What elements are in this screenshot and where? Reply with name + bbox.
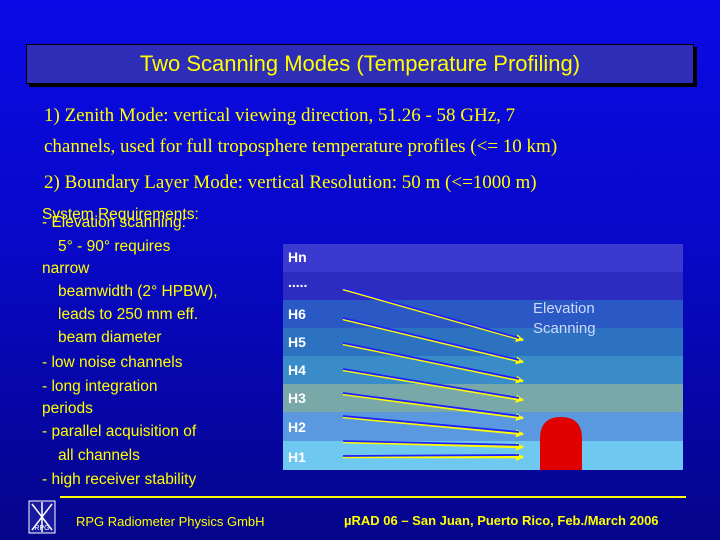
intro-line-3: 2) Boundary Layer Mode: vertical Resolut…: [44, 172, 537, 193]
slide-title: Two Scanning Modes (Temperature Profilin…: [139, 51, 581, 76]
scan-beam: [342, 440, 520, 446]
footer-divider: [60, 496, 686, 498]
requirements-heading: System Requirements:: [42, 206, 199, 223]
elevation-scanning-diagram: Hn ..... H6 H5 H4 H3 H2 H1 Elevation Sca…: [283, 244, 683, 470]
requirement-line: beam diameter: [58, 329, 162, 346]
requirement-line: - high receiver stability: [42, 471, 197, 488]
requirement-line: narrow: [42, 260, 90, 277]
layer-label-h4: H4: [288, 362, 306, 378]
footer-company: RPG Radiometer Physics GmbH: [76, 514, 265, 529]
layer-label-h3: H3: [288, 390, 306, 406]
scan-arrow: [342, 415, 524, 438]
layer-band-h3: [283, 384, 683, 412]
layer-band-hn: [283, 244, 683, 272]
scan-beam: [342, 392, 520, 417]
requirement-line: periods: [42, 400, 93, 417]
scan-beam: [342, 287, 520, 339]
requirement-line: - parallel acquisition of: [42, 423, 197, 440]
requirement-line: - long integration: [42, 378, 158, 395]
radiometer-dome-icon: [540, 417, 582, 470]
layer-label-h5: H5: [288, 334, 306, 350]
scan-beam: [342, 317, 520, 361]
rpg-logo-icon: RPG: [28, 500, 56, 534]
scan-beam: [342, 368, 520, 399]
layer-label-h1: H1: [288, 449, 306, 465]
layer-band-h6: [283, 300, 683, 328]
scan-arrow: [342, 368, 524, 403]
layer-label-hn: Hn: [288, 249, 307, 265]
elevation-label-line-1: Elevation: [533, 300, 595, 317]
layer-band-dots: [283, 272, 683, 300]
title-box: Two Scanning Modes (Temperature Profilin…: [26, 44, 694, 84]
footer-event: µRAD 06 – San Juan, Puerto Rico, Feb./Ma…: [344, 513, 659, 528]
scan-arrow: [342, 317, 524, 365]
elevation-scanning-label: Elevation Scanning: [533, 299, 596, 339]
elevation-scanning-item: - Elevation scanning:: [42, 214, 186, 231]
scan-beam: [342, 454, 520, 457]
requirement-line: - low noise channels: [42, 354, 183, 371]
scan-beam: [342, 342, 520, 380]
requirement-line: leads to 250 mm eff.: [58, 306, 199, 323]
scan-arrow: [342, 440, 524, 451]
scan-arrow: [342, 342, 524, 384]
intro-line-2: channels, used for full troposphere temp…: [44, 136, 558, 157]
logo-text: RPG: [34, 525, 49, 532]
requirement-line: 5° - 90° requires: [58, 238, 171, 255]
layer-label-h6: H6: [288, 306, 306, 322]
elevation-label-line-2: Scanning: [533, 320, 596, 337]
intro-line-1: 1) Zenith Mode: vertical viewing directi…: [44, 105, 516, 126]
requirement-line: all channels: [58, 447, 140, 464]
layer-label-dots: .....: [288, 274, 308, 290]
scan-arrows: [342, 287, 582, 470]
requirement-line: beamwidth (2° HPBW),: [58, 283, 218, 300]
layer-label-h2: H2: [288, 419, 306, 435]
scan-arrow: [342, 392, 524, 422]
scan-beam: [342, 415, 520, 433]
